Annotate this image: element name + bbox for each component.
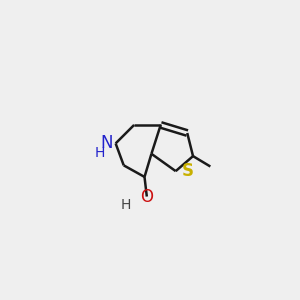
Text: N: N	[100, 134, 112, 152]
Text: O: O	[140, 188, 153, 206]
Text: S: S	[182, 162, 194, 180]
Text: H: H	[95, 146, 105, 160]
Text: H: H	[121, 198, 131, 212]
